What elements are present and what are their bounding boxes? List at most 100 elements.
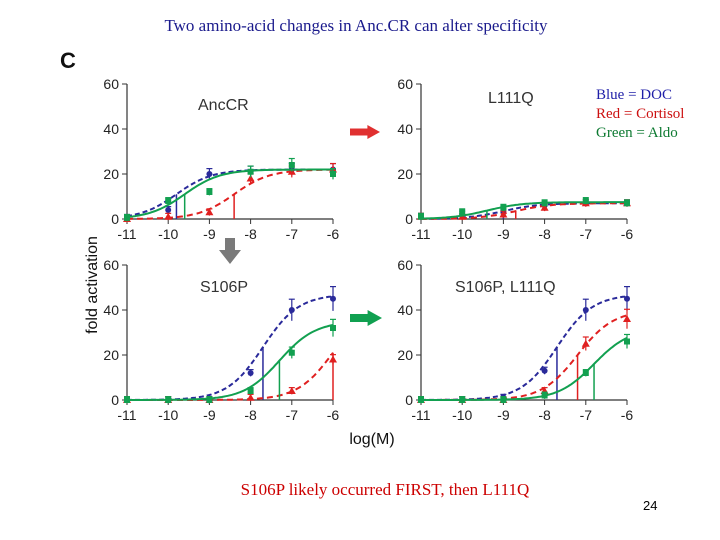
- x-tick-label: -8: [538, 226, 551, 242]
- point-aldo: [459, 209, 466, 216]
- curve-cortisol: [421, 202, 627, 220]
- point-aldo: [165, 397, 172, 403]
- y-tick-label: 60: [103, 257, 119, 273]
- point-aldo: [330, 171, 336, 177]
- point-aldo: [418, 213, 424, 220]
- page-number: 24: [643, 498, 658, 513]
- curve-aldo: [421, 336, 628, 401]
- y-tick-label: 60: [397, 76, 413, 92]
- panels-group: 0 20 40 60 -11 -10 -9 -8 -7 -6 AncCR 0 20 40 60 -11 -10 -…: [103, 76, 633, 423]
- x-tick-label: -8: [538, 407, 551, 423]
- x-tick-label: -6: [621, 407, 634, 423]
- y-tick-label: 20: [103, 347, 119, 363]
- x-tick-label: -11: [117, 226, 136, 242]
- y-tick-label: 0: [405, 211, 413, 227]
- point-doc: [247, 370, 254, 376]
- point-aldo: [124, 214, 130, 221]
- point-aldo: [500, 204, 507, 211]
- curve-aldo: [126, 168, 333, 219]
- point-aldo: [330, 325, 336, 331]
- point-aldo: [459, 397, 466, 403]
- x-tick-label: -10: [452, 226, 472, 242]
- curve-aldo: [420, 201, 627, 220]
- y-tick-label: 60: [397, 257, 413, 273]
- chart-panel-3: 0 20 40 60 -11 -10 -9 -8 -7 -6 S106P: [103, 257, 339, 423]
- x-tick-label: -9: [497, 226, 510, 242]
- x-tick-label: -7: [580, 226, 593, 242]
- x-tick-label: -7: [286, 407, 299, 423]
- curve-doc: [126, 168, 333, 218]
- point-cortisol: [540, 203, 549, 211]
- x-tick-label: -6: [327, 226, 340, 242]
- x-tick-label: -11: [411, 226, 430, 242]
- point-doc: [624, 295, 630, 302]
- arrow-red-right-icon: [350, 125, 380, 139]
- legend-doc: Blue = DOC: [596, 87, 672, 103]
- point-aldo: [541, 392, 548, 399]
- point-cortisol: [581, 339, 590, 347]
- x-tick-label: -9: [203, 226, 216, 242]
- point-cortisol: [499, 210, 508, 218]
- chart-panel-4: 0 20 40 60 -11 -10 -9 -8 -7 -6 S106P, L111Q: [397, 257, 633, 423]
- curve-doc: [127, 295, 334, 401]
- point-aldo: [582, 370, 589, 376]
- point-doc: [541, 367, 548, 374]
- y-tick-label: 60: [103, 76, 119, 92]
- arrow-gray-down-icon: [219, 238, 241, 264]
- point-doc: [582, 307, 589, 313]
- point-aldo: [624, 338, 630, 345]
- point-doc: [288, 307, 295, 313]
- point-cortisol: [246, 393, 255, 401]
- point-cortisol: [164, 212, 173, 220]
- point-aldo: [206, 397, 213, 403]
- chart-panel-2: 0 20 40 60 -11 -10 -9 -8 -7 -6 L111Q: [397, 76, 633, 242]
- slide-title: Two amino-acid changes in Anc.CR can alt…: [164, 16, 548, 35]
- x-tick-label: -9: [497, 407, 510, 423]
- point-doc: [165, 207, 172, 213]
- x-tick-label: -6: [327, 407, 340, 423]
- legend-aldo: Green = Aldo: [596, 125, 678, 141]
- point-cortisol: [205, 208, 214, 216]
- figure-letter: C: [60, 48, 76, 73]
- y-tick-label: 40: [103, 302, 119, 318]
- y-tick-label: 20: [103, 166, 119, 182]
- x-tick-label: -9: [203, 407, 216, 423]
- y-tick-label: 0: [405, 392, 413, 408]
- x-tick-label: -10: [158, 226, 178, 242]
- point-doc: [330, 295, 336, 302]
- point-aldo: [500, 397, 507, 403]
- point-cortisol: [246, 174, 255, 182]
- y-tick-label: 0: [111, 392, 119, 408]
- point-aldo: [541, 200, 548, 207]
- y-tick-label: 40: [103, 121, 119, 137]
- x-tick-label: -8: [244, 226, 257, 242]
- point-cortisol: [287, 387, 296, 394]
- footer-note: S106P likely occurred FIRST, then L111Q: [240, 480, 530, 499]
- point-doc: [206, 171, 213, 177]
- panel-title: L111Q: [488, 90, 534, 107]
- curve-doc: [421, 295, 628, 401]
- y-tick-label: 40: [397, 302, 413, 318]
- curve-cortisol: [127, 352, 334, 401]
- point-cortisol: [623, 315, 631, 322]
- arrow-green-right-icon: [350, 310, 382, 326]
- curve-cortisol: [127, 168, 333, 220]
- x-tick-label: -10: [158, 407, 178, 423]
- point-aldo: [165, 198, 172, 204]
- x-tick-label: -6: [621, 226, 634, 242]
- point-aldo: [247, 168, 254, 175]
- y-tick-label: 20: [397, 347, 413, 363]
- x-tick-label: -7: [580, 407, 593, 423]
- point-aldo: [582, 198, 589, 204]
- point-aldo: [418, 397, 424, 403]
- x-tick-label: -11: [411, 407, 430, 423]
- point-aldo: [206, 189, 213, 195]
- panel-title: AncCR: [198, 97, 249, 114]
- x-tick-label: -10: [452, 407, 472, 423]
- y-tick-label: 0: [111, 211, 119, 227]
- legend-cortisol: Red = Cortisol: [596, 106, 685, 122]
- panel-title: S106P: [200, 279, 248, 296]
- arrows-group: [219, 125, 382, 326]
- point-aldo: [288, 349, 295, 356]
- point-cortisol: [329, 355, 337, 363]
